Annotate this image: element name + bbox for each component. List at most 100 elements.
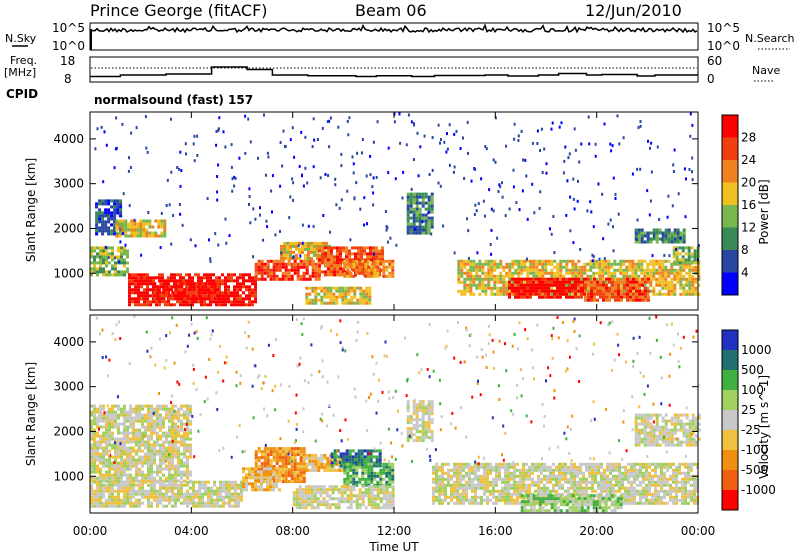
heat-cell-1 [93,490,96,493]
heat-cell-scatter [602,237,604,240]
heat-cell-3 [182,279,185,282]
heat-cell-12 [529,278,532,281]
heat-cell-0 [123,459,126,462]
heat-cell-1 [204,481,207,484]
heat-cell-13 [638,287,641,290]
heat-cell-12 [547,284,550,287]
heat-cell-11 [625,260,628,263]
heat-cell-8 [379,269,382,272]
heat-cell-0 [141,438,144,441]
heat-cell-scatter [690,112,692,115]
heat-cell-11 [490,266,493,269]
heat-cell-8 [352,263,355,266]
heat-cell-scatter [293,156,295,159]
heat-cell-1 [189,481,192,484]
heat-cell-13 [596,299,599,302]
heat-cell-0 [150,447,153,450]
heat-cell-11 [457,278,460,281]
heat-cell-6 [292,242,295,245]
heat-cell-4 [165,282,168,285]
heat-cell-11 [478,263,481,266]
heat-cell-11 [496,275,499,278]
heat-cell-3 [212,279,215,282]
heat-cell-8 [477,466,480,469]
heat-cell-scatter [411,120,413,123]
heat-cell-0 [174,456,177,459]
heat-cell-0 [174,438,177,441]
heat-cell-3 [269,482,272,485]
heat-cell-8 [435,466,438,469]
heat-cell-0 [123,252,126,255]
heat-cell-0 [123,444,126,447]
heat-cell-13 [629,290,632,293]
heat-cell-8 [441,466,444,469]
heat-cell-scatter [658,218,660,221]
heat-cell-2 [297,450,300,453]
heat-cell-6 [349,469,352,472]
heat-cell-15 [694,249,697,252]
heat-cell-3 [248,291,251,294]
heat-cell-0 [165,411,168,414]
heat-cell-4 [177,285,180,288]
heat-cell-11 [511,272,514,275]
heat-cell-4 [180,297,183,300]
heat-cell-1 [159,496,162,499]
heat-cell-0 [147,429,150,432]
heat-cell-11 [457,269,460,272]
heat-cell-14 [674,229,677,232]
heat-cell-3 [224,303,227,306]
heat-cell-3 [254,485,257,488]
heat-cell-11 [487,278,490,281]
heat-cell-3 [248,294,251,297]
heat-cell-12 [544,281,547,284]
heat-cell-14 [656,229,659,232]
heat-cell-1 [240,493,243,496]
heat-cell-3 [230,300,233,303]
heat-cell-13 [614,296,617,299]
heat-cell-0 [99,459,102,462]
heat-cell-11 [679,272,682,275]
heat-cell-3 [131,300,134,303]
heat-cell-10 [419,193,422,196]
heat-cell-0 [99,264,102,267]
heat-cell-2 [291,474,294,477]
heat-cell-1 [171,490,174,493]
heat-cell-14 [665,232,668,235]
heat-cell-3 [209,273,212,276]
heat-cell-13 [647,296,650,299]
heat-cell-2 [282,468,285,471]
heat-cell-14 [659,232,662,235]
heat-cell-9 [332,293,335,296]
heat-cell-scatter [480,177,482,180]
heat-cell-0 [99,411,102,414]
heat-cell-13 [647,281,650,284]
heat-cell-12 [535,284,538,287]
heat-cell-1 [119,202,122,205]
heat-cell-9 [329,293,332,296]
heat-cell-7 [428,430,431,433]
heat-cell-15 [688,261,691,264]
heat-cell-scatter [636,168,638,171]
heat-cell-1 [104,220,107,223]
heat-cell-11 [559,269,562,272]
heat-cell-0 [180,435,183,438]
heat-cell-6 [388,475,391,478]
heat-cell-5 [285,278,288,281]
heat-cell-1 [98,214,101,217]
heat-cell-2 [285,459,288,462]
heat-cell-3 [242,479,245,482]
heat-cell-11 [661,293,664,296]
heat-cell-3 [179,303,182,306]
heat-cell-1 [234,481,237,484]
heat-cell-7 [416,430,419,433]
heat-cell-scatter [612,225,614,228]
heat-cell-7 [413,439,416,442]
heat-cell-0 [174,405,177,408]
heat-cell-scatter [108,256,110,259]
heat-cell-0 [117,405,120,408]
heat-cell-10 [410,199,413,202]
heat-cell-3 [155,276,158,279]
heat-cell-11 [649,269,652,272]
heat-cell-0 [186,420,189,423]
heat-cell-scatter [532,142,534,145]
